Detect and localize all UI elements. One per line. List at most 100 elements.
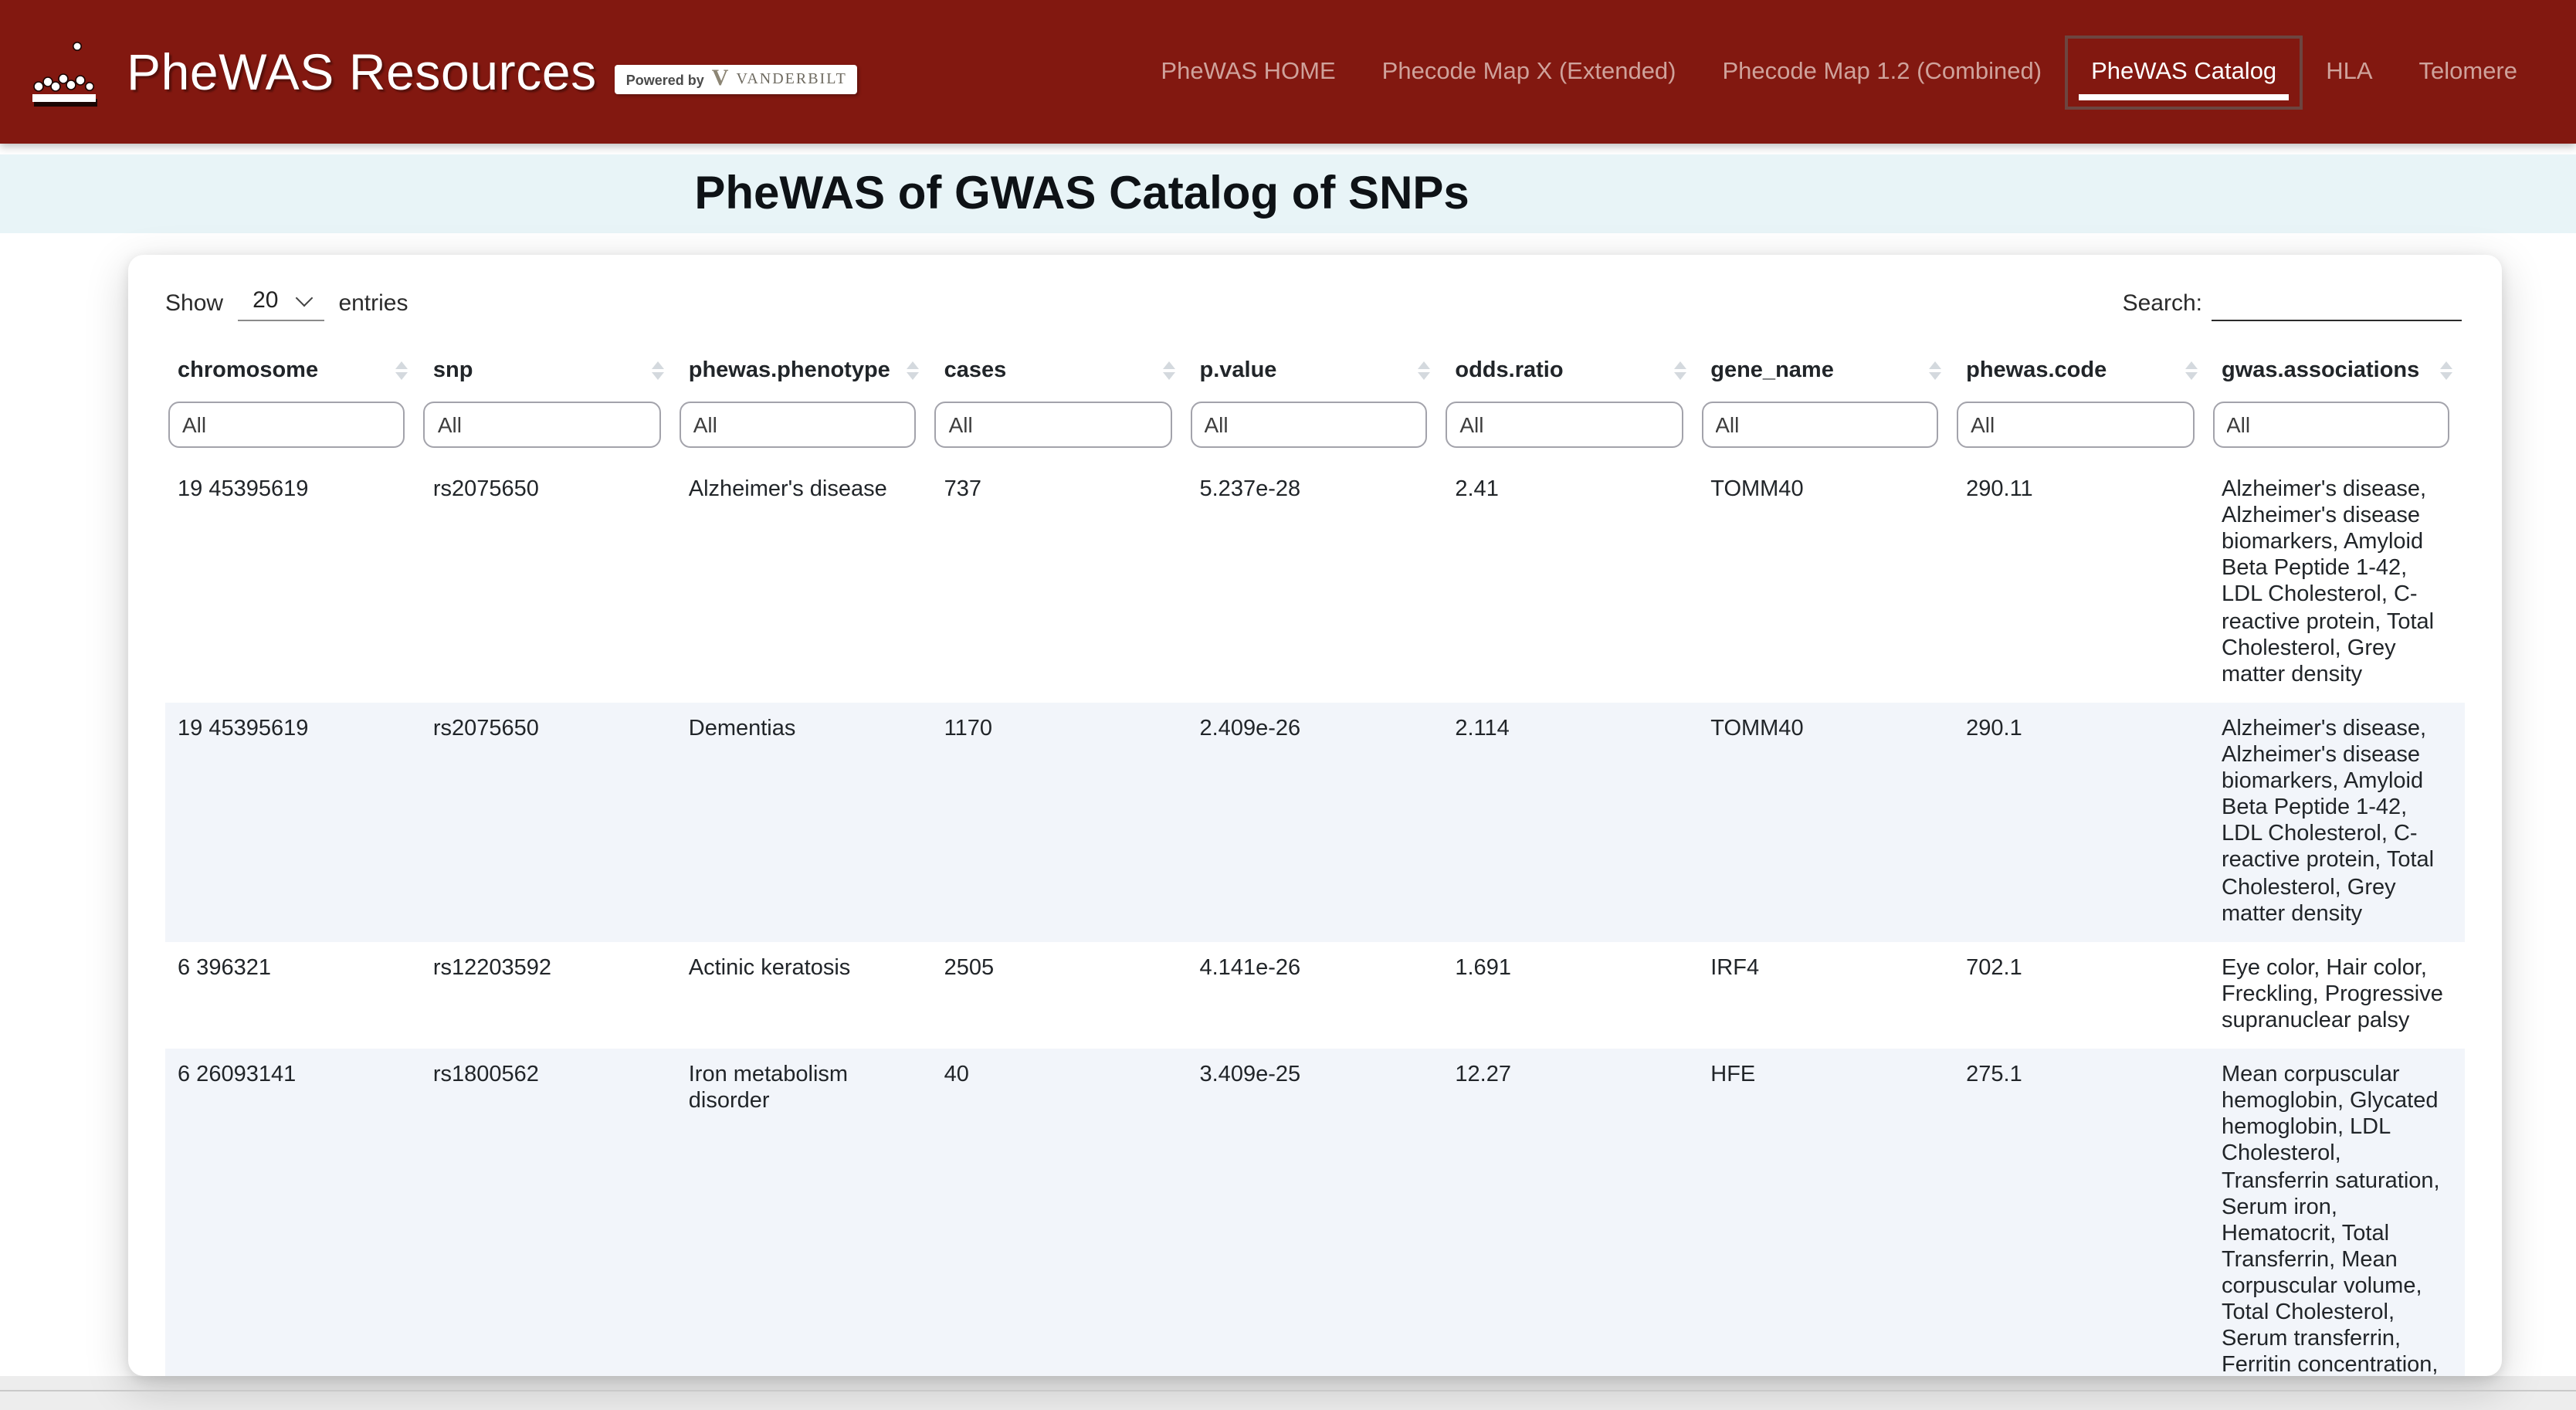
- brand-title: PheWAS Resources: [127, 42, 597, 100]
- nav-item-telomere[interactable]: Telomere: [2418, 58, 2518, 84]
- column-header-phewas-code[interactable]: phewas.code: [1954, 344, 2209, 397]
- cell-phewas-phenotype: Dementias: [688, 716, 796, 741]
- column-label: chromosome: [178, 358, 319, 383]
- sort-icon: [1418, 361, 1431, 380]
- cell-phewas-code: 290.11: [1966, 477, 2033, 502]
- column-header-gene-name[interactable]: gene_name: [1698, 344, 1954, 397]
- sort-icon: [1673, 361, 1686, 380]
- column-header-gwas-associations[interactable]: gwas.associations: [2209, 344, 2465, 397]
- filter-cell-cases: [932, 397, 1188, 463]
- column-header-cases[interactable]: cases: [932, 344, 1188, 397]
- cell-phewas-phenotype: Alzheimer's disease: [688, 477, 887, 502]
- cell-cases: 2505: [944, 955, 995, 981]
- cell-phewas-code: 290.1: [1966, 716, 2022, 741]
- column-header-row: chromosome snp phewas.phenotype cases p.valu…: [165, 344, 2465, 397]
- column-header-chromosome[interactable]: chromosome: [165, 344, 421, 397]
- filter-cell-p-value: [1188, 397, 1443, 463]
- column-header-p-value[interactable]: p.value: [1188, 344, 1443, 397]
- page-length-value: 20: [253, 287, 279, 314]
- main-nav: PheWAS HOME Phecode Map X (Extended) Pheco…: [1137, 0, 2540, 144]
- cell-p-value: 2.409e-26: [1199, 716, 1301, 741]
- cell-phewas-phenotype: Iron metabolism disorder: [688, 1063, 849, 1114]
- column-label: cases: [944, 358, 1007, 383]
- nav-item-phecode-map-x-extended[interactable]: Phecode Map X (Extended): [1381, 58, 1676, 84]
- show-label: Show: [165, 290, 224, 316]
- filter-cell-gene-name: [1698, 397, 1954, 463]
- cell-p-value: 4.141e-26: [1199, 955, 1301, 981]
- sort-icon: [2440, 361, 2452, 380]
- nav-item-phewas-home[interactable]: PheWAS HOME: [1161, 58, 1336, 84]
- vanderbilt-logo-icon: V: [711, 66, 729, 91]
- cell-phewas-code: 702.1: [1966, 955, 2022, 981]
- table-head: chromosome snp phewas.phenotype cases p.valu…: [165, 344, 2465, 463]
- filter-input-gwas-associations[interactable]: [2212, 402, 2449, 448]
- cell-gwas-associations: Alzheimer's disease, Alzheimer's disease…: [2222, 477, 2435, 687]
- table-row: 19 45395619 rs2075650 Alzheimer's disease 7…: [165, 463, 2465, 703]
- filter-input-gene-name[interactable]: [1701, 402, 1939, 448]
- filter-cell-phewas-phenotype: [676, 397, 932, 463]
- nav-item-phecode-map-1-2-combined[interactable]: Phecode Map 1.2 (Combined): [1722, 58, 2042, 84]
- cell-phewas-code: 275.1: [1966, 1063, 2022, 1088]
- filter-cell-odds-ratio: [1442, 397, 1698, 463]
- content-card: Show 20 entries Search: chromosome snp phe…: [128, 255, 2502, 1376]
- cell-odds-ratio: 2.114: [1455, 716, 1510, 741]
- sort-icon: [2185, 361, 2197, 380]
- table-row: 6 26093141 rs1800562 Iron metabolism disor…: [165, 1049, 2465, 1376]
- filter-row: [165, 397, 2465, 463]
- cell-gene-name: HFE: [1710, 1063, 1756, 1088]
- cell-gene-name: TOMM40: [1710, 477, 1804, 502]
- cell-gwas-associations: Eye color, Hair color, Freckling, Progre…: [2222, 955, 2443, 1033]
- cell-chromosome: 19 45395619: [178, 716, 309, 741]
- cell-cases: 737: [944, 477, 982, 502]
- search-label: Search:: [2122, 290, 2202, 317]
- cell-gwas-associations: Alzheimer's disease, Alzheimer's disease…: [2222, 716, 2435, 927]
- filter-input-odds-ratio[interactable]: [1446, 402, 1683, 448]
- cell-p-value: 5.237e-28: [1199, 477, 1301, 502]
- table-body: 19 45395619 rs2075650 Alzheimer's disease 7…: [165, 463, 2465, 1376]
- nav-item-phewas-catalog[interactable]: PheWAS Catalog: [2065, 35, 2303, 109]
- cell-cases: 1170: [944, 716, 992, 741]
- column-label: snp: [432, 358, 473, 383]
- column-label: p.value: [1199, 358, 1277, 383]
- cell-cases: 40: [944, 1063, 969, 1088]
- search-input[interactable]: [2212, 283, 2462, 321]
- cell-p-value: 3.409e-25: [1199, 1063, 1301, 1088]
- cell-phewas-phenotype: Actinic keratosis: [688, 955, 851, 981]
- filter-input-cases[interactable]: [934, 402, 1172, 448]
- filter-cell-snp: [421, 397, 676, 463]
- cell-odds-ratio: 2.41: [1455, 477, 1499, 502]
- table-row: 6 396321 rs12203592 Actinic keratosis 2505 4…: [165, 942, 2465, 1049]
- powered-by-label: Powered by: [625, 72, 704, 87]
- footer-divider: [0, 1390, 2576, 1391]
- filter-input-phewas-phenotype[interactable]: [679, 402, 917, 448]
- column-header-phewas-phenotype[interactable]: phewas.phenotype: [676, 344, 932, 397]
- phewas-logo-icon: [32, 41, 97, 106]
- cell-snp: rs2075650: [432, 716, 539, 741]
- page-length-select[interactable]: 20: [237, 284, 325, 321]
- column-label: gene_name: [1710, 358, 1834, 383]
- column-label: phewas.phenotype: [688, 358, 890, 383]
- column-label: odds.ratio: [1455, 358, 1564, 383]
- nav-item-hla[interactable]: HLA: [2326, 58, 2373, 84]
- powered-by-badge: Powered by V VANDERBILT: [615, 65, 858, 94]
- column-header-snp[interactable]: snp: [421, 344, 676, 397]
- filter-cell-phewas-code: [1954, 397, 2209, 463]
- sort-icon: [1929, 361, 1942, 380]
- filter-cell-gwas-associations: [2209, 397, 2465, 463]
- sort-icon: [1162, 361, 1175, 380]
- cell-snp: rs1800562: [432, 1063, 539, 1088]
- cell-gene-name: IRF4: [1710, 955, 1760, 981]
- sort-icon: [651, 361, 664, 380]
- page-title-bar: PheWAS of GWAS Catalog of SNPs: [0, 154, 2576, 233]
- cell-chromosome: 19 45395619: [178, 477, 309, 502]
- filter-input-chromosome[interactable]: [168, 402, 405, 448]
- entries-label: entries: [338, 290, 408, 316]
- column-header-odds-ratio[interactable]: odds.ratio: [1442, 344, 1698, 397]
- filter-input-phewas-code[interactable]: [1957, 402, 2194, 448]
- chevron-down-icon: [296, 289, 314, 307]
- sort-icon: [395, 361, 408, 380]
- filter-input-snp[interactable]: [423, 402, 661, 448]
- cell-snp: rs12203592: [432, 955, 552, 981]
- filter-input-p-value[interactable]: [1190, 402, 1428, 448]
